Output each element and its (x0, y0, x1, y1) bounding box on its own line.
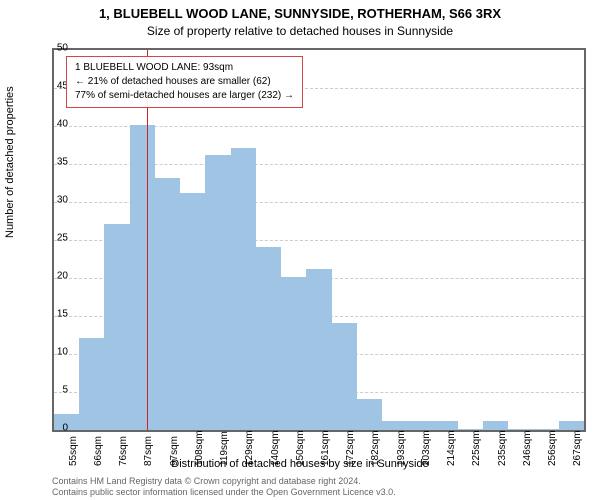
bar (483, 421, 508, 430)
bar (559, 421, 584, 430)
y-tick-label: 5 (38, 385, 68, 396)
bar (382, 421, 407, 430)
y-tick-label: 25 (38, 233, 68, 244)
annotation-line2: ← 21% of detached houses are smaller (62… (75, 75, 294, 89)
footer: Contains HM Land Registry data © Crown c… (52, 476, 396, 498)
y-tick-label: 35 (38, 157, 68, 168)
y-tick-label: 50 (38, 43, 68, 54)
bar (357, 399, 382, 430)
bar (306, 269, 331, 430)
y-tick-label: 0 (38, 423, 68, 434)
bar (231, 148, 256, 430)
chart-subtitle: Size of property relative to detached ho… (0, 24, 600, 38)
y-tick-label: 15 (38, 309, 68, 320)
bar (180, 193, 205, 430)
bar (205, 155, 230, 430)
y-axis-label: Number of detached properties (4, 86, 16, 238)
bar (332, 323, 357, 430)
bar (104, 224, 129, 430)
y-tick-label: 45 (38, 81, 68, 92)
y-tick-label: 40 (38, 119, 68, 130)
bar (79, 338, 104, 430)
bar (130, 125, 155, 430)
y-tick-label: 30 (38, 195, 68, 206)
annotation-line3: 77% of semi-detached houses are larger (… (75, 89, 294, 103)
bar (155, 178, 180, 430)
annotation-line1: 1 BLUEBELL WOOD LANE: 93sqm (75, 61, 294, 75)
bar (256, 247, 281, 430)
chart-container: 1, BLUEBELL WOOD LANE, SUNNYSIDE, ROTHER… (0, 0, 600, 500)
annotation-box: 1 BLUEBELL WOOD LANE: 93sqm ← 21% of det… (66, 56, 303, 108)
bar (407, 421, 432, 430)
y-tick-label: 20 (38, 271, 68, 282)
footer-line2: Contains public sector information licen… (52, 487, 396, 498)
bar (433, 421, 458, 430)
chart-title: 1, BLUEBELL WOOD LANE, SUNNYSIDE, ROTHER… (0, 6, 600, 21)
bar (281, 277, 306, 430)
y-tick-label: 10 (38, 347, 68, 358)
x-axis-label: Distribution of detached houses by size … (0, 458, 600, 470)
footer-line1: Contains HM Land Registry data © Crown c… (52, 476, 396, 487)
